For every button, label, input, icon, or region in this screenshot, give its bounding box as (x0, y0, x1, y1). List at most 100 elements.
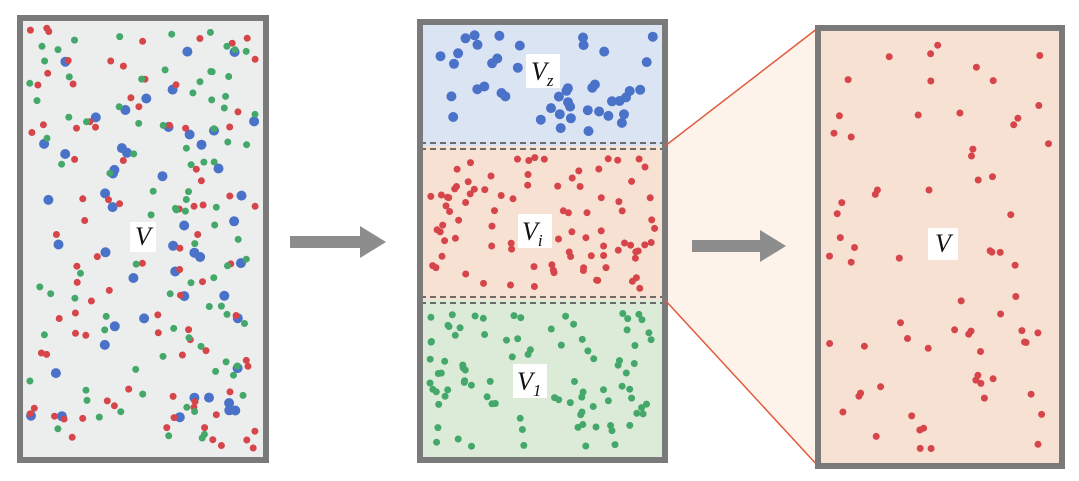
red-particle (202, 347, 210, 355)
red-particle (451, 234, 459, 242)
red-particle (1012, 293, 1020, 300)
red-particle (530, 263, 538, 271)
green-particle (71, 36, 78, 44)
red-particle (73, 124, 80, 132)
green-particle (427, 313, 435, 321)
green-particle (434, 370, 442, 377)
green-particle (239, 391, 247, 399)
red-particle (217, 442, 225, 449)
green-particle (444, 321, 452, 329)
red-particle (166, 121, 173, 129)
green-particle (578, 393, 586, 401)
green-particle (604, 397, 612, 405)
red-particle (488, 242, 496, 250)
red-particle (897, 319, 904, 327)
green-particle (41, 57, 49, 65)
red-particle (170, 414, 178, 422)
red-particle (555, 235, 562, 243)
red-particle (595, 165, 603, 173)
blue-particle (141, 93, 152, 104)
green-particle (516, 414, 524, 422)
red-particle (455, 216, 463, 224)
mixed-volume-label: V (135, 222, 154, 251)
green-particle (503, 336, 510, 344)
green-particle (161, 66, 169, 74)
blue-particle (157, 171, 168, 182)
red-particle (481, 186, 489, 194)
red-particle (554, 182, 562, 190)
red-particle (597, 194, 605, 202)
red-particle (1011, 261, 1019, 269)
blue-particle (554, 109, 565, 120)
green-particle (467, 381, 475, 389)
blue-particle (500, 91, 511, 102)
green-particle (117, 408, 125, 416)
red-particle (509, 195, 517, 203)
green-particle (222, 358, 230, 366)
red-particle (453, 165, 461, 173)
green-particle (461, 377, 469, 385)
blue-particle (607, 96, 617, 107)
red-particle (565, 248, 573, 256)
red-particle (524, 171, 532, 178)
red-particle (1038, 410, 1046, 418)
red-particle (568, 228, 576, 236)
green-particle (47, 290, 55, 298)
green-particle (135, 119, 143, 127)
red-particle (851, 244, 858, 251)
blue-particle (460, 33, 471, 44)
red-particle (989, 173, 996, 181)
red-particle (52, 231, 60, 238)
red-particle (615, 198, 623, 206)
blue-particle (109, 321, 120, 332)
red-particle (72, 329, 79, 337)
red-particle (45, 28, 53, 35)
red-particle (924, 344, 932, 352)
red-particle (524, 181, 532, 189)
blue-particle (236, 190, 247, 201)
green-particle (566, 399, 574, 407)
red-particle (826, 340, 834, 347)
red-particle (830, 129, 838, 137)
green-particle (557, 341, 565, 349)
green-particle (481, 331, 489, 338)
green-particle (518, 426, 526, 433)
red-particle (110, 402, 118, 410)
green-particle (590, 355, 598, 363)
green-particle (83, 118, 90, 126)
green-particle (483, 393, 491, 401)
green-particle (638, 316, 646, 324)
blue-particle (43, 194, 54, 205)
connector-top (664, 27, 819, 147)
red-particle (927, 445, 935, 452)
blue-particle (555, 123, 566, 134)
green-particle (578, 335, 586, 343)
green-particle (242, 255, 250, 263)
red-particle (836, 234, 844, 242)
green-particle (514, 335, 522, 343)
green-particle (471, 312, 479, 320)
green-particle (577, 411, 585, 419)
blue-particle (619, 109, 629, 120)
green-particle (40, 331, 48, 339)
blue-particle (204, 392, 214, 403)
red-particle (835, 112, 843, 120)
green-particle (168, 30, 176, 38)
red-particle (916, 426, 924, 434)
red-particle (177, 291, 184, 299)
green-particle (628, 394, 636, 402)
green-particle (486, 377, 494, 385)
green-particle (149, 187, 157, 195)
red-particle (634, 247, 642, 255)
green-particle (224, 138, 232, 146)
red-particle (604, 155, 612, 163)
red-particle (182, 124, 190, 132)
mixed-gas-frame (17, 15, 269, 463)
red-particle (600, 242, 608, 250)
green-particle (547, 325, 555, 333)
red-particle (139, 37, 147, 45)
green-particle (223, 310, 231, 318)
green-particle (433, 438, 441, 446)
blue-particle (195, 252, 206, 262)
green-particle (116, 33, 124, 41)
